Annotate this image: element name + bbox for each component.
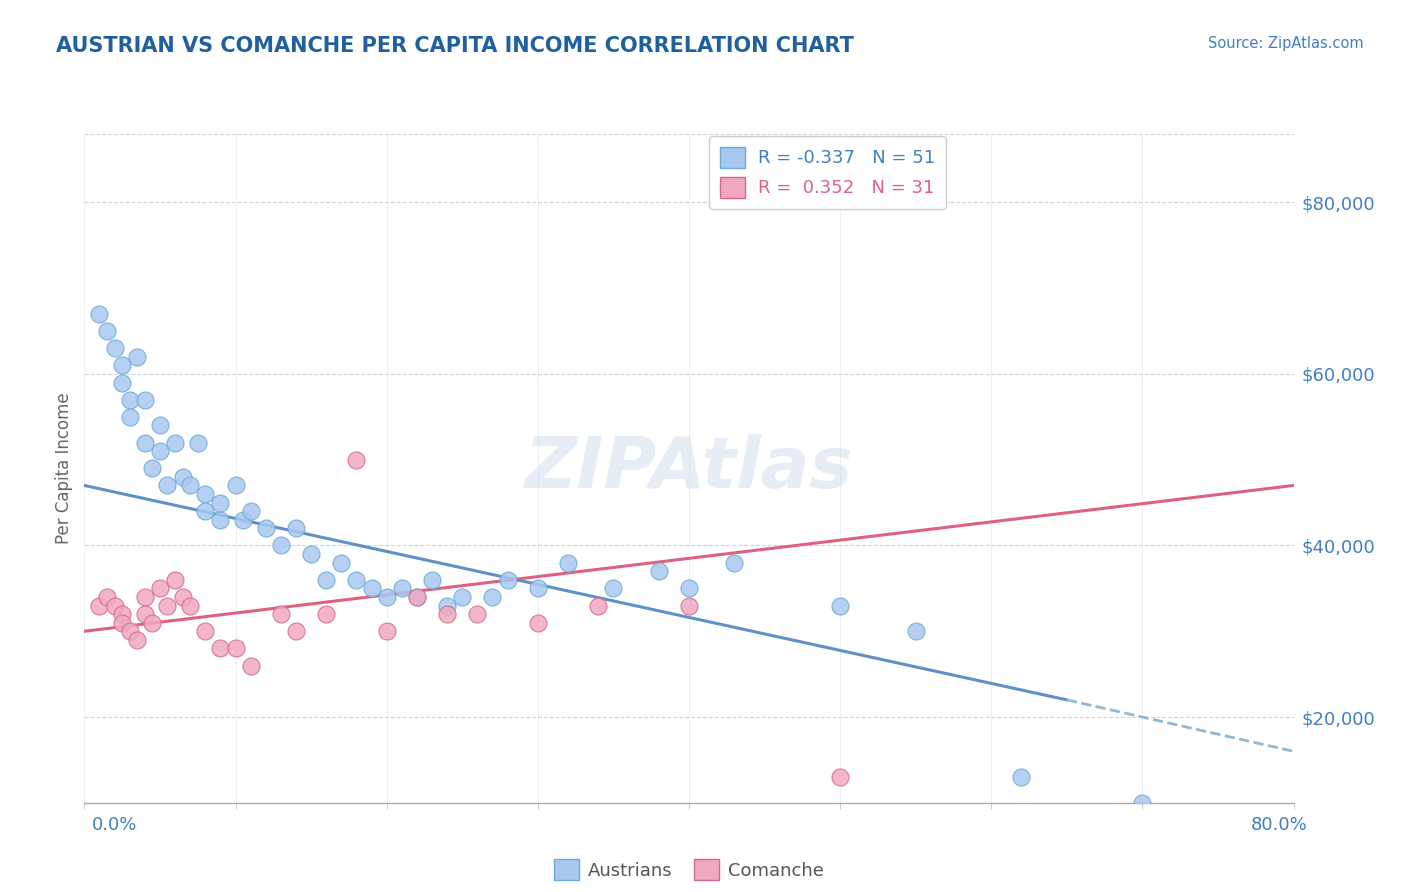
Point xyxy=(111,359,134,373)
Point xyxy=(436,599,458,613)
Point xyxy=(723,556,745,570)
Point xyxy=(149,582,172,596)
Point xyxy=(118,409,141,424)
Text: Source: ZipAtlas.com: Source: ZipAtlas.com xyxy=(1208,36,1364,51)
Point xyxy=(96,590,118,604)
Point xyxy=(209,513,232,527)
Point xyxy=(678,582,700,596)
Point xyxy=(451,590,474,604)
Point xyxy=(194,624,217,639)
Point xyxy=(149,444,172,458)
Point xyxy=(187,435,209,450)
Point xyxy=(172,470,194,484)
Point xyxy=(239,658,262,673)
Point xyxy=(526,582,548,596)
Point xyxy=(225,478,247,492)
Point xyxy=(118,624,141,639)
Point xyxy=(375,590,398,604)
Point xyxy=(134,392,156,407)
Point xyxy=(156,599,179,613)
Point xyxy=(346,452,368,467)
Text: 0.0%: 0.0% xyxy=(91,816,136,834)
Point xyxy=(163,573,186,587)
Point xyxy=(134,607,156,621)
Point xyxy=(127,632,149,647)
Point xyxy=(284,624,308,639)
Legend: Austrians, Comanche: Austrians, Comanche xyxy=(547,852,831,888)
Point xyxy=(111,607,134,621)
Point xyxy=(557,556,579,570)
Point xyxy=(141,615,163,630)
Point xyxy=(225,641,247,656)
Point xyxy=(330,556,353,570)
Point xyxy=(232,513,254,527)
Point xyxy=(172,590,194,604)
Point xyxy=(830,599,852,613)
Point xyxy=(134,590,156,604)
Point xyxy=(346,573,368,587)
Point xyxy=(315,607,337,621)
Point xyxy=(436,607,458,621)
Point xyxy=(496,573,519,587)
Point xyxy=(89,307,111,321)
Point xyxy=(179,478,201,492)
Point xyxy=(96,324,118,338)
Point xyxy=(194,487,217,501)
Point xyxy=(179,599,201,613)
Point xyxy=(830,770,852,784)
Point xyxy=(406,590,429,604)
Point xyxy=(118,392,141,407)
Point xyxy=(156,478,179,492)
Point xyxy=(141,461,163,475)
Point xyxy=(194,504,217,518)
Point xyxy=(104,599,127,613)
Text: AUSTRIAN VS COMANCHE PER CAPITA INCOME CORRELATION CHART: AUSTRIAN VS COMANCHE PER CAPITA INCOME C… xyxy=(56,36,853,55)
Point xyxy=(209,641,232,656)
Text: 80.0%: 80.0% xyxy=(1251,816,1308,834)
Point xyxy=(360,582,382,596)
Point xyxy=(1130,796,1153,810)
Point xyxy=(127,350,149,364)
Point xyxy=(209,495,232,509)
Point xyxy=(163,435,186,450)
Point xyxy=(647,564,671,578)
Point xyxy=(467,607,489,621)
Point xyxy=(149,418,172,433)
Point xyxy=(526,615,548,630)
Text: ZIPAtlas: ZIPAtlas xyxy=(524,434,853,503)
Point xyxy=(406,590,429,604)
Point xyxy=(284,521,308,535)
Point xyxy=(270,539,292,553)
Point xyxy=(678,599,700,613)
Point xyxy=(588,599,610,613)
Point xyxy=(254,521,277,535)
Point xyxy=(111,376,134,390)
Point xyxy=(134,435,156,450)
Point xyxy=(89,599,111,613)
Point xyxy=(481,590,503,604)
Point xyxy=(104,341,127,355)
Point xyxy=(420,573,443,587)
Point xyxy=(904,624,927,639)
Point xyxy=(1010,770,1032,784)
Point xyxy=(270,607,292,621)
Point xyxy=(391,582,413,596)
Point xyxy=(602,582,624,596)
Point xyxy=(315,573,337,587)
Point xyxy=(375,624,398,639)
Y-axis label: Per Capita Income: Per Capita Income xyxy=(55,392,73,544)
Point xyxy=(239,504,262,518)
Point xyxy=(299,547,322,561)
Point xyxy=(111,615,134,630)
